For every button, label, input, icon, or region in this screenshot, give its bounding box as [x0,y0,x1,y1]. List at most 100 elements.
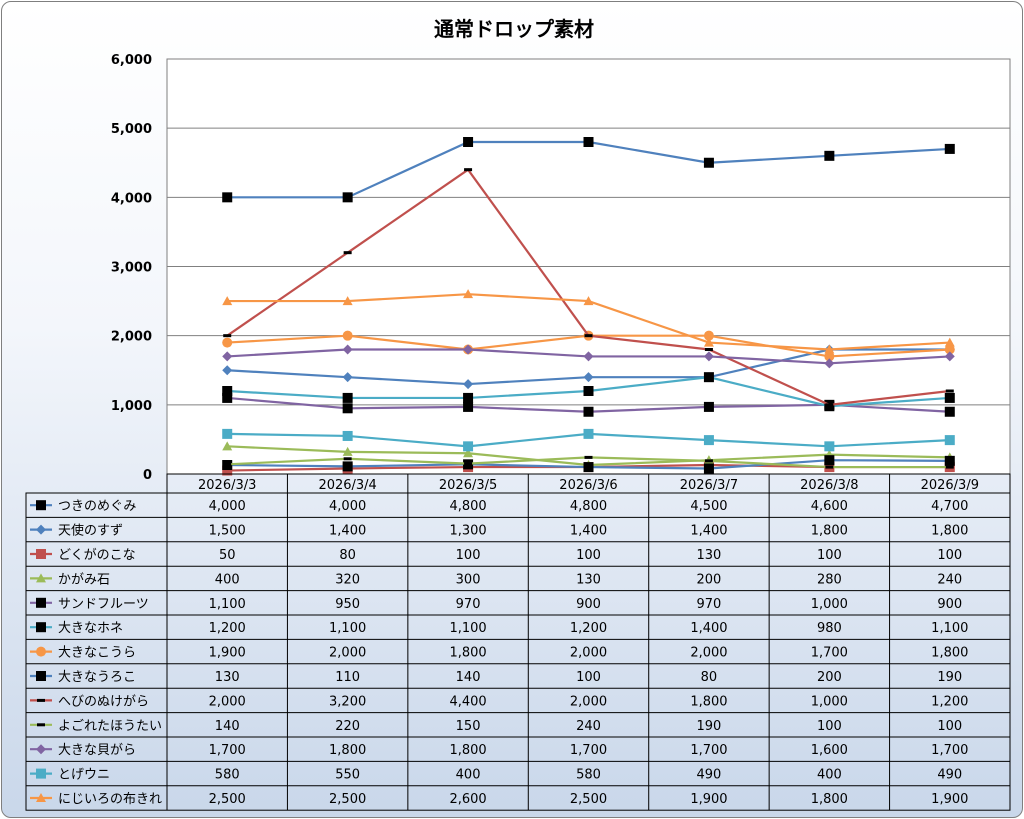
table-row: へびのぬけがら 2,000 3,200 4,400 2,000 1,800 1,000 1,2… [30,694,968,709]
data-label: 3,200 [329,694,366,709]
data-point [703,351,714,362]
data-label: 1,000 [811,694,848,709]
data-label: 300 [456,572,481,587]
data-label: 4,400 [449,694,486,709]
legend-key-marker [36,646,46,657]
data-point [703,435,714,446]
data-label: 4,000 [209,499,246,514]
data-point [583,351,594,362]
data-label: 1,100 [449,621,486,636]
data-point [463,392,474,403]
data-point [704,459,713,463]
data-label: 1,700 [931,743,968,758]
legend-entry: にじいろの布きれ [58,792,162,807]
data-point [463,441,474,452]
data-label: 100 [817,548,842,563]
data-label: 130 [215,670,240,685]
data-label: 140 [215,719,240,734]
data-label: 1,800 [690,694,727,709]
data-label: 2,600 [449,792,486,807]
data-label: 900 [937,597,962,612]
data-label: 580 [576,768,601,783]
data-label: 1,100 [931,621,968,636]
data-label: 110 [335,670,360,685]
data-label: 100 [576,548,601,563]
data-label: 1,800 [329,743,366,758]
data-point [463,289,474,299]
table-row: 大きなホネ 1,200 1,100 1,100 1,200 1,400 980 1,100 [30,621,968,636]
series-10 [223,455,954,469]
data-label: 2,500 [209,792,246,807]
data-point [704,348,713,351]
legend-key-marker [36,573,46,583]
data-label: 2,000 [570,694,607,709]
legend-entry: どくがのこな [58,548,136,563]
data-point [343,457,352,461]
data-point [825,465,834,469]
data-point [222,351,233,362]
series-12 [222,428,955,452]
series-13 [222,289,955,354]
data-point [222,441,233,451]
chart-title: 通常ドロップ素材 [434,17,594,41]
data-label: 320 [335,572,360,587]
data-label: 4,600 [811,499,848,514]
x-tick-label: 2026/3/7 [680,478,738,493]
data-label: 1,500 [209,524,246,539]
series-lines [222,137,955,476]
data-point [703,157,714,168]
data-label: 1,800 [931,524,968,539]
data-label: 150 [456,719,481,734]
data-point [824,150,835,161]
data-point [463,401,474,412]
data-point [222,365,233,376]
data-point [222,428,233,439]
data-label: 1,700 [690,743,727,758]
data-point [343,251,352,255]
series-1 [222,137,955,203]
data-label: 4,800 [570,499,607,514]
legend-key-marker [36,597,46,608]
data-label: 1,800 [931,646,968,661]
data-label: 1,700 [570,743,607,758]
legend-key-marker [36,524,46,535]
data-label: 950 [335,597,360,612]
legend-key-marker [36,793,46,802]
data-label: 100 [937,548,962,563]
data-point [824,358,835,369]
data-label: 970 [456,597,481,612]
x-tick-label: 2026/3/6 [559,478,617,493]
data-label: 1,900 [209,646,246,661]
data-point [944,455,955,466]
x-tick-label: 2026/3/4 [318,478,376,493]
data-point [944,143,955,154]
data-label: 2,500 [329,792,366,807]
data-label: 1,600 [811,743,848,758]
data-label: 100 [456,548,481,563]
data-point [463,448,474,458]
data-point [944,337,955,347]
table-body [25,492,1011,811]
data-point [463,137,474,147]
data-label: 190 [937,670,962,685]
data-point [342,403,353,414]
y-tick-label: 5,000 [111,122,152,137]
data-point [825,403,834,407]
data-point [342,372,353,383]
legend-key-marker [37,698,45,702]
table-row: 大きなこうら 1,900 2,000 1,800 2,000 2,000 1,700 1,80… [30,646,968,661]
data-point [824,351,835,362]
data-label: 1,800 [449,743,486,758]
data-label: 1,800 [811,524,848,539]
legend-entry: よごれたほうたい [58,718,162,734]
data-point [945,465,954,469]
data-label: 970 [697,597,722,612]
data-label: 400 [456,768,481,783]
legend-entry: つきのめぐみ [58,499,136,514]
table-row: つきのめぐみ 4,000 4,000 4,800 4,800 4,500 4,600 4,70… [30,499,968,514]
data-label: 1,300 [449,524,486,539]
legend-key-marker [36,500,46,511]
data-point [944,406,955,417]
data-label: 2,500 [570,792,607,807]
table-row: どくがのこな 50 80 100 100 130 100 100 [30,548,962,563]
